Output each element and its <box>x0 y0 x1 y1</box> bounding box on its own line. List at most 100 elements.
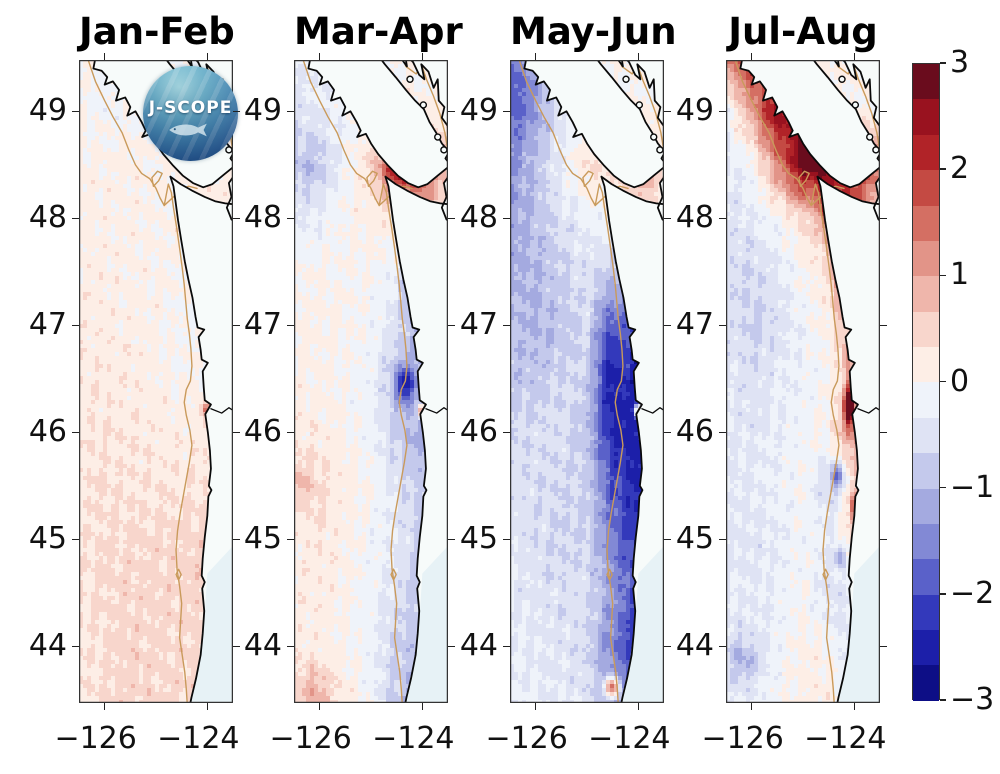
y-tick-label: 49 <box>459 93 498 129</box>
y-tick-right <box>880 431 887 434</box>
colorbar <box>912 63 940 701</box>
y-tick-right <box>880 110 887 113</box>
y-tick-left <box>503 645 510 648</box>
x-tick-bottom <box>534 703 537 710</box>
y-tick-left <box>503 431 510 434</box>
colorbar-segment <box>913 665 939 701</box>
y-tick-label: 48 <box>675 200 714 236</box>
y-tick-left <box>72 645 79 648</box>
y-tick-label: 44 <box>243 628 282 664</box>
y-tick-right <box>233 431 240 434</box>
x-tick-top <box>206 53 209 60</box>
x-tick-top <box>637 53 640 60</box>
x-tick-label: −124 <box>157 721 240 756</box>
fish-icon <box>168 123 207 137</box>
colorbar-tick-label: −2 <box>950 575 995 611</box>
y-tick-left <box>72 110 79 113</box>
x-tick-label: −126 <box>54 721 137 756</box>
colorbar-segment <box>913 488 939 524</box>
panel-title-jan-feb: Jan-Feb <box>79 10 235 53</box>
y-tick-label: 49 <box>243 93 282 129</box>
y-tick-left <box>719 324 726 327</box>
y-tick-right <box>664 431 671 434</box>
y-tick-right <box>880 217 887 220</box>
y-tick-left <box>287 538 294 541</box>
y-tick-right <box>233 110 240 113</box>
y-tick-label: 47 <box>459 307 498 343</box>
colorbar-segment <box>913 523 939 560</box>
colorbar-segment <box>913 382 939 418</box>
y-tick-label: 49 <box>28 93 67 129</box>
colorbar-segment <box>913 99 939 135</box>
colorbar-tick <box>940 62 946 64</box>
colorbar-segment <box>913 276 939 312</box>
colorbar-tick-label: −1 <box>950 469 995 505</box>
y-tick-label: 48 <box>243 200 282 236</box>
y-tick-left <box>72 217 79 220</box>
y-tick-left <box>719 110 726 113</box>
x-tick-label: −124 <box>804 721 887 756</box>
y-tick-left <box>719 217 726 220</box>
y-tick-left <box>719 645 726 648</box>
y-tick-label: 46 <box>459 414 498 450</box>
jscope-logo: J-SCOPE <box>143 66 238 161</box>
x-tick-bottom <box>750 703 753 710</box>
x-tick-bottom <box>103 703 106 710</box>
y-tick-label: 45 <box>675 521 714 557</box>
x-tick-top <box>103 53 106 60</box>
y-tick-left <box>287 110 294 113</box>
colorbar-tick <box>940 168 946 170</box>
y-tick-right <box>880 645 887 648</box>
map-panel-jan-feb <box>79 60 233 703</box>
y-tick-left <box>287 431 294 434</box>
x-tick-label: −126 <box>269 721 352 756</box>
y-tick-label: 45 <box>28 521 67 557</box>
y-tick-left <box>503 324 510 327</box>
colorbar-segment <box>913 453 939 489</box>
y-tick-right <box>233 217 240 220</box>
colorbar-tick-label: 1 <box>950 257 970 293</box>
y-tick-left <box>287 324 294 327</box>
y-tick-left <box>503 538 510 541</box>
panel-title-jul-aug: Jul-Aug <box>728 10 878 53</box>
y-tick-right <box>448 324 455 327</box>
colorbar-segment <box>913 594 939 630</box>
x-tick-top <box>750 53 753 60</box>
y-tick-left <box>287 217 294 220</box>
y-tick-right <box>664 538 671 541</box>
anomaly-map-canvas-jul-aug <box>726 60 880 703</box>
colorbar-tick <box>940 486 946 489</box>
y-tick-label: 46 <box>243 414 282 450</box>
y-tick-left <box>72 324 79 327</box>
anomaly-map-canvas-may-jun <box>510 60 664 703</box>
x-tick-bottom <box>206 703 209 710</box>
x-tick-bottom <box>421 703 424 710</box>
colorbar-segment <box>913 240 939 277</box>
y-tick-label: 47 <box>243 307 282 343</box>
y-tick-right <box>448 538 455 541</box>
y-tick-right <box>448 431 455 434</box>
y-tick-right <box>448 217 455 220</box>
colorbar-tick-label: 3 <box>950 45 970 80</box>
y-tick-label: 45 <box>459 521 498 557</box>
colorbar-segment <box>913 311 939 347</box>
x-tick-bottom <box>637 703 640 710</box>
y-tick-right <box>664 324 671 327</box>
x-tick-bottom <box>318 703 321 710</box>
x-tick-label: −124 <box>588 721 671 756</box>
x-tick-bottom <box>853 703 856 710</box>
colorbar-segment <box>913 417 939 454</box>
x-tick-top <box>318 53 321 60</box>
y-tick-label: 44 <box>459 628 498 664</box>
x-tick-label: −124 <box>372 721 455 756</box>
y-tick-right <box>664 217 671 220</box>
y-tick-left <box>287 645 294 648</box>
y-tick-label: 48 <box>459 200 498 236</box>
y-tick-right <box>880 538 887 541</box>
colorbar-segment <box>913 205 939 241</box>
colorbar-tick <box>940 699 946 701</box>
colorbar-segment <box>913 559 939 595</box>
colorbar-segment <box>913 134 939 171</box>
y-tick-label: 44 <box>28 628 67 664</box>
